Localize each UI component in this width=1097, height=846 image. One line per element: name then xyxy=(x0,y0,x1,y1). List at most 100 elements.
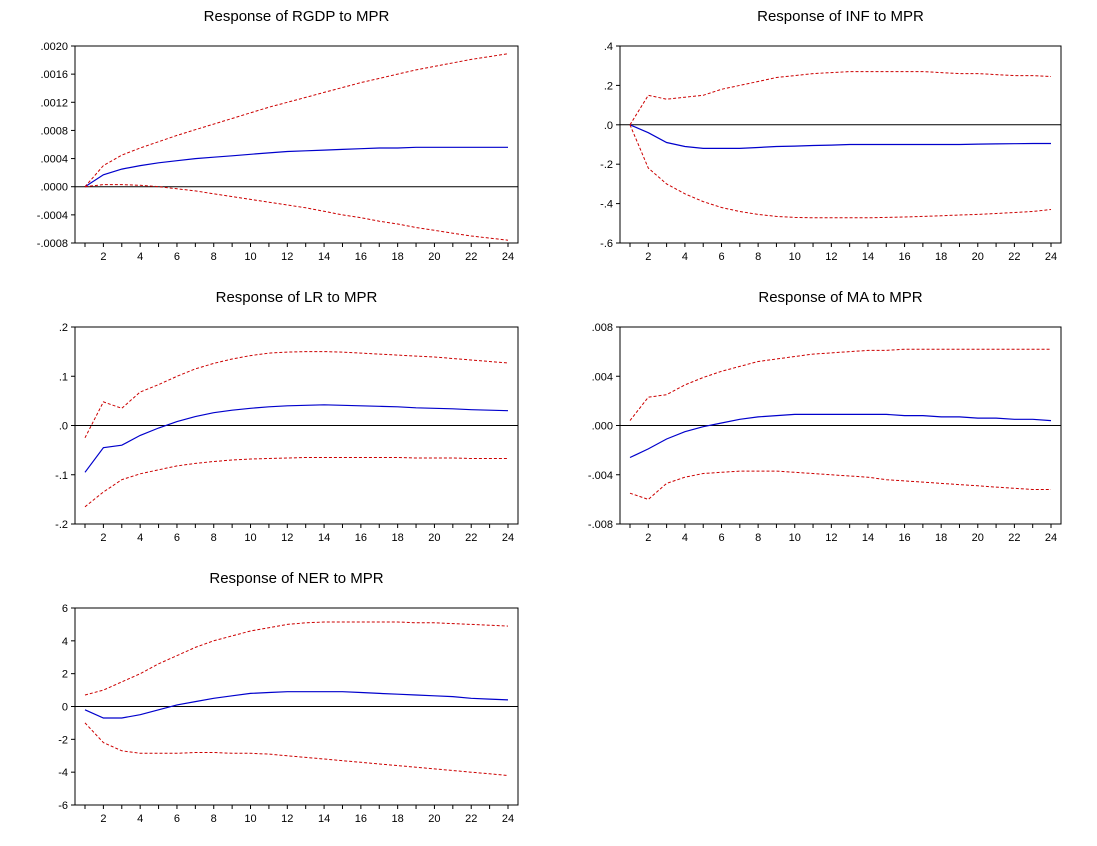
y-tick-label: .0 xyxy=(59,421,68,433)
x-tick-label: 24 xyxy=(502,532,514,544)
x-tick-label: 2 xyxy=(645,532,651,544)
y-tick-label: 6 xyxy=(62,603,68,615)
y-tick-label: 0 xyxy=(62,702,68,714)
upper-confidence-band xyxy=(629,348,1051,421)
x-tick-label: 12 xyxy=(825,251,837,263)
x-tick-label: 16 xyxy=(355,532,367,544)
chart-panel-4: Response of MA to MPR .008 .004 .000 -.004 -.… xyxy=(588,289,1062,544)
x-tick-label: 6 xyxy=(174,813,180,825)
x-tick-label: 20 xyxy=(428,251,440,263)
x-tick-label: 16 xyxy=(355,251,367,263)
x-tick-label: 8 xyxy=(755,251,761,263)
x-tick-label: 16 xyxy=(898,532,910,544)
y-tick-label: -4 xyxy=(58,767,68,779)
chart-panel-3: Response of LR to MPR.2.1.0-.1-.22 4 6 8 10 1… xyxy=(55,289,519,544)
impulse-response-line xyxy=(629,124,1051,149)
y-tick-label: .008 xyxy=(592,322,613,334)
x-tick-label: 20 xyxy=(972,532,984,544)
y-tick-label: -.004 xyxy=(588,470,613,482)
plot-frame xyxy=(619,45,1062,244)
impulse-response-line xyxy=(84,146,508,188)
x-tick-label: 14 xyxy=(318,532,330,544)
y-tick-label: -.2 xyxy=(55,519,68,531)
y-tick-label: -.008 xyxy=(588,519,613,531)
x-tick-label: 24 xyxy=(1045,532,1057,544)
x-tick-label: 20 xyxy=(428,813,440,825)
x-tick-label: 6 xyxy=(718,251,724,263)
x-tick-label: 14 xyxy=(318,251,330,263)
x-tick-label: 22 xyxy=(1008,251,1020,263)
y-tick-label: -6 xyxy=(58,800,68,812)
y-tick-label: .0000 xyxy=(40,182,68,194)
x-tick-label: 2 xyxy=(645,251,651,263)
x-tick-label: 24 xyxy=(502,251,514,263)
x-tick-label: 18 xyxy=(392,251,404,263)
upper-confidence-band xyxy=(84,53,509,188)
y-tick-label: 4 xyxy=(62,636,68,648)
y-tick-label: -.0004 xyxy=(37,210,68,222)
y-tick-label: .0020 xyxy=(40,41,68,53)
x-tick-label: 20 xyxy=(428,532,440,544)
x-tick-label: 4 xyxy=(682,532,688,544)
y-tick-label: .0 xyxy=(604,120,613,132)
y-tick-label: .2 xyxy=(604,80,613,92)
x-tick-label: 12 xyxy=(281,813,293,825)
x-tick-label: 16 xyxy=(898,251,910,263)
x-tick-label: 22 xyxy=(465,251,477,263)
chart-panel-2: Response of INF to MPR.4.2.0-.2-.4-.62 4 6… xyxy=(600,8,1062,263)
y-tick-label: -.0008 xyxy=(37,238,68,250)
x-tick-label: 20 xyxy=(972,251,984,263)
lower-confidence-band xyxy=(629,124,1052,219)
y-tick-label: 2 xyxy=(62,669,68,681)
x-tick-label: 4 xyxy=(137,251,143,263)
y-tick-label: .000 xyxy=(592,421,613,433)
y-tick-label: .0004 xyxy=(40,154,68,166)
chart-title: Response of MA to MPR xyxy=(758,289,922,306)
chart-title: Response of RGDP to MPR xyxy=(204,8,390,25)
x-tick-label: 22 xyxy=(1008,532,1020,544)
x-tick-label: 4 xyxy=(137,813,143,825)
x-tick-label: 22 xyxy=(465,532,477,544)
x-tick-label: 10 xyxy=(789,532,801,544)
y-tick-label: .2 xyxy=(59,322,68,334)
x-tick-label: 12 xyxy=(825,532,837,544)
x-tick-label: 14 xyxy=(862,532,874,544)
x-tick-label: 8 xyxy=(211,532,217,544)
chart-title: Response of INF to MPR xyxy=(757,8,924,25)
plot-frame xyxy=(74,45,519,244)
chart-panel-1: Response of RGDP to MPR .0020 .0016 .0012 .0… xyxy=(37,8,519,263)
impulse-response-line xyxy=(84,691,509,719)
y-tick-label: .0008 xyxy=(40,125,68,137)
x-tick-label: 6 xyxy=(718,532,724,544)
y-tick-label: .4 xyxy=(604,41,613,53)
x-tick-label: 14 xyxy=(862,251,874,263)
impulse-response-line xyxy=(629,413,1052,459)
x-tick-label: 4 xyxy=(682,251,688,263)
lower-confidence-band xyxy=(84,457,508,508)
x-tick-label: 2 xyxy=(100,251,106,263)
x-tick-label: 10 xyxy=(789,251,801,263)
x-tick-label: 18 xyxy=(392,532,404,544)
chart-title: Response of LR to MPR xyxy=(216,289,378,306)
upper-confidence-band xyxy=(84,351,509,439)
y-tick-label: .0012 xyxy=(40,97,68,109)
x-tick-label: 14 xyxy=(318,813,330,825)
x-tick-label: 8 xyxy=(755,532,761,544)
x-tick-label: 22 xyxy=(465,813,477,825)
x-tick-label: 6 xyxy=(174,532,180,544)
lower-confidence-band xyxy=(629,470,1051,500)
impulse-response-line xyxy=(84,404,509,473)
y-tick-label: -.2 xyxy=(600,159,613,171)
chart-title: Response of NER to MPR xyxy=(209,570,383,587)
y-tick-label: .0016 xyxy=(40,69,68,81)
x-tick-label: 10 xyxy=(244,813,256,825)
y-tick-label: .1 xyxy=(59,371,68,383)
x-tick-label: 18 xyxy=(935,532,947,544)
y-tick-label: -.6 xyxy=(600,238,613,250)
lower-confidence-band xyxy=(84,722,509,776)
x-tick-label: 18 xyxy=(392,813,404,825)
x-tick-label: 2 xyxy=(100,813,106,825)
upper-confidence-band xyxy=(629,71,1052,126)
upper-confidence-band xyxy=(84,621,509,696)
